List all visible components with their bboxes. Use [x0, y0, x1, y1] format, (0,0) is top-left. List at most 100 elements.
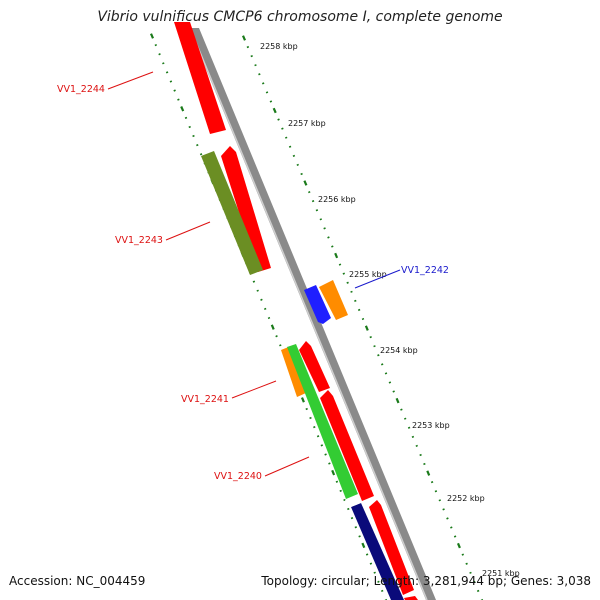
major-tick [241, 35, 247, 41]
minor-tick [154, 44, 158, 47]
minor-tick [327, 236, 330, 239]
minor-tick [305, 407, 308, 411]
gene-vv1-2243-olive[interactable] [201, 151, 263, 275]
label-leader-line [264, 456, 310, 477]
minor-tick [288, 145, 292, 148]
minor-tick [324, 453, 327, 456]
minor-tick [369, 336, 372, 339]
gene-arrow-5[interactable] [369, 500, 414, 595]
minor-tick [461, 553, 465, 556]
minor-tick [465, 562, 468, 565]
gene-blue-small[interactable] [304, 285, 331, 324]
tick-label: 2253 kbp [412, 421, 450, 430]
minor-tick [423, 462, 426, 466]
minor-tick [392, 390, 395, 393]
gene-navy[interactable] [351, 503, 404, 600]
gene-arrow-2[interactable] [221, 146, 271, 272]
label-leader-line [354, 269, 401, 289]
label-leader-line [165, 221, 211, 241]
minor-tick [473, 580, 476, 583]
minor-tick [277, 118, 280, 121]
minor-tick [311, 200, 315, 203]
minor-tick [384, 372, 388, 375]
minor-tick [354, 299, 357, 302]
minor-tick [442, 508, 445, 511]
major-tick [456, 542, 461, 549]
minor-tick [162, 62, 165, 65]
minor-tick [369, 562, 373, 565]
major-tick [300, 397, 305, 403]
minor-tick [158, 53, 161, 56]
minor-tick [342, 272, 346, 275]
tick-label: 2254 kbp [380, 346, 418, 355]
minor-tick [275, 335, 278, 338]
minor-tick [446, 517, 449, 520]
accession-text: Accession: NC_004459 [9, 574, 146, 588]
minor-tick [284, 136, 288, 139]
minor-tick [173, 89, 176, 92]
minor-tick [380, 363, 384, 366]
minor-tick [335, 480, 339, 483]
minor-tick [347, 507, 350, 511]
minor-tick [377, 354, 380, 357]
minor-tick [252, 280, 256, 283]
minus-strand-tick-track [149, 33, 388, 600]
gene-label-vv1-2241: VV1_2241 [181, 394, 229, 405]
minor-tick [407, 426, 411, 429]
minor-tick [450, 526, 453, 529]
gene-arrow-3[interactable] [299, 341, 330, 392]
minor-tick [361, 317, 365, 321]
minor-tick [320, 444, 324, 447]
minor-tick [469, 571, 472, 574]
minor-tick [388, 381, 392, 384]
minor-tick [313, 426, 316, 429]
minor-tick [308, 190, 311, 194]
minor-tick [281, 127, 284, 130]
minor-tick [309, 416, 312, 420]
minor-tick [373, 571, 376, 574]
minor-tick [199, 153, 203, 156]
gene-vv1-2241-orange[interactable] [281, 346, 306, 397]
gene-arrow-6[interactable] [404, 596, 418, 600]
tick-label: 2252 kbp [447, 494, 485, 503]
major-tick [361, 542, 366, 549]
genome-info-text: Topology: circular; Length: 3,281,944 bp… [261, 574, 591, 588]
gene-vv1-2242-orange[interactable] [319, 280, 348, 320]
minor-tick [267, 316, 271, 320]
minor-tick [256, 289, 259, 292]
minor-tick [165, 71, 169, 74]
major-tick [149, 33, 155, 39]
minor-tick [196, 144, 199, 147]
minor-tick [254, 64, 257, 67]
major-tick [426, 470, 431, 476]
minor-tick [184, 116, 188, 119]
minor-tick [350, 290, 353, 293]
minor-tick [331, 245, 334, 248]
gene-white-gap [345, 496, 361, 507]
major-tick [364, 325, 369, 331]
minor-tick [300, 172, 303, 176]
minor-tick [430, 481, 434, 484]
minor-tick [279, 344, 282, 347]
minor-tick [258, 73, 261, 76]
gene-label-vv1-2244: VV1_2244 [57, 84, 105, 95]
minor-tick [246, 45, 250, 49]
minor-tick [328, 462, 331, 465]
tick-label: 2255 kbp [349, 270, 387, 279]
minor-tick [419, 453, 422, 457]
minor-tick [169, 80, 173, 83]
minor-tick [260, 298, 263, 301]
gene-arrow-vv1-2244[interactable] [174, 22, 226, 134]
minor-tick [350, 517, 354, 520]
minor-tick [269, 100, 273, 103]
gene-vv1-2240-green[interactable] [287, 344, 358, 499]
minor-tick [438, 499, 442, 502]
tick-label: 2256 kbp [318, 195, 356, 204]
minor-tick [265, 91, 269, 94]
major-tick [272, 107, 277, 114]
minor-tick [323, 227, 326, 230]
minor-tick [261, 82, 265, 85]
gene-arrow-4[interactable] [320, 390, 374, 501]
minor-tick [177, 98, 180, 101]
